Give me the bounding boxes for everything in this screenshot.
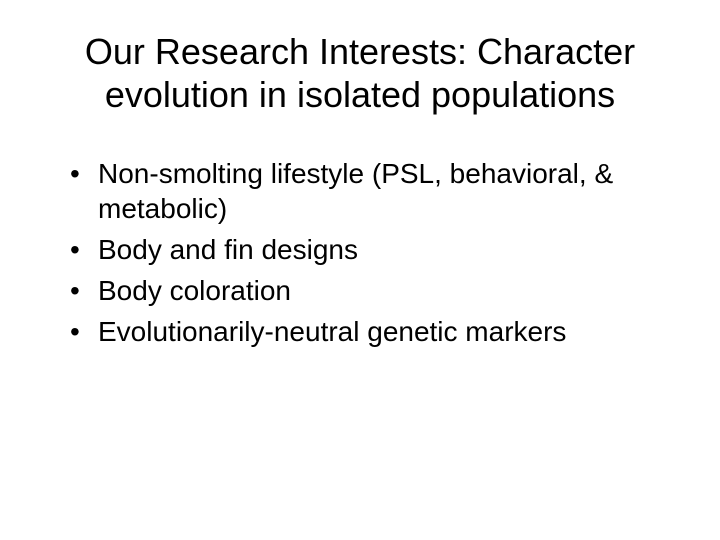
- slide-container: Our Research Interests: Character evolut…: [0, 0, 720, 540]
- list-item: Non-smolting lifestyle (PSL, behavioral,…: [70, 156, 670, 226]
- list-item: Body coloration: [70, 273, 670, 308]
- slide-title: Our Research Interests: Character evolut…: [50, 30, 670, 116]
- list-item: Body and fin designs: [70, 232, 670, 267]
- list-item: Evolutionarily-neutral genetic markers: [70, 314, 670, 349]
- bullet-list: Non-smolting lifestyle (PSL, behavioral,…: [70, 156, 670, 349]
